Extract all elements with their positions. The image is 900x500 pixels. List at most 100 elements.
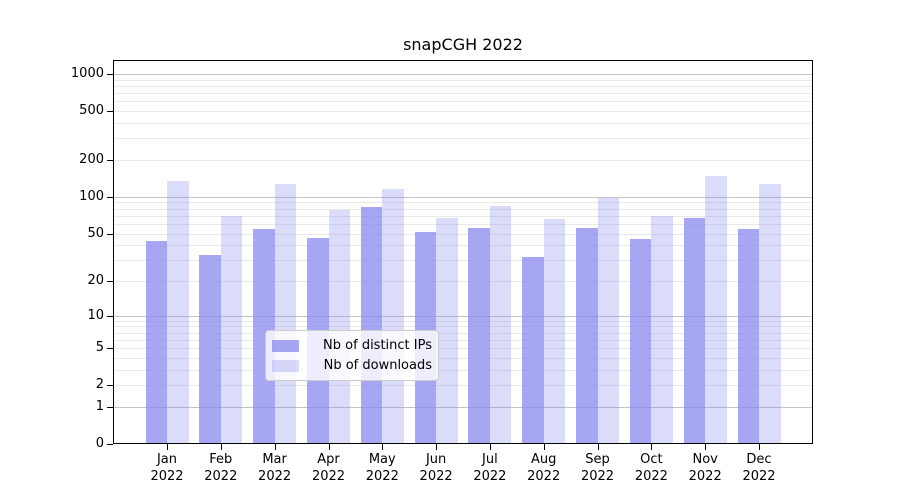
bar-downloads-sep	[597, 197, 619, 444]
y-tick-label: 100	[79, 188, 104, 204]
y-tick-label: 200	[79, 152, 104, 167]
gridline-minor	[113, 111, 813, 113]
x-axis-tick	[597, 444, 599, 450]
gridline-minor	[113, 339, 813, 341]
gridline-minor	[113, 385, 813, 387]
x-axis-tick	[274, 444, 276, 450]
y-axis-tick	[107, 196, 113, 198]
gridline-minor	[113, 223, 813, 225]
gridline-minor	[113, 215, 813, 217]
gridline-minor	[113, 326, 813, 328]
y-tick-label: 1	[95, 398, 104, 414]
gridline-minor	[113, 245, 813, 247]
gridline-minor	[113, 79, 813, 81]
gridline-minor	[113, 320, 813, 322]
y-tick-label: 1000	[70, 66, 104, 81]
bar-downloads-jan	[167, 180, 189, 444]
y-axis-tick	[107, 160, 113, 161]
x-tick-label-may: May 2022	[365, 452, 399, 484]
x-tick-label-aug: Aug 2022	[527, 452, 561, 484]
x-tick-label-jun: Jun 2022	[419, 452, 453, 484]
bar-downloads-dec	[759, 183, 781, 444]
x-axis-tick	[705, 444, 707, 450]
gridline-minor	[113, 93, 813, 95]
bar-downloads-jun	[436, 218, 458, 444]
x-tick-label-oct: Oct 2022	[634, 452, 668, 484]
x-tick-label-jan: Jan 2022	[150, 452, 184, 484]
bar-distinct-ips-nov	[683, 218, 706, 444]
gridline-minor	[113, 160, 813, 161]
gridline-minor	[113, 369, 813, 371]
x-axis-tick	[382, 444, 384, 450]
legend-label-distinct-ips: Nb of distinct IPs	[323, 338, 432, 353]
gridline-minor	[113, 101, 813, 103]
x-tick-label-dec: Dec 2022	[742, 452, 776, 484]
y-tick-label: 10	[87, 307, 104, 323]
x-axis-tick	[436, 444, 438, 450]
bar-downloads-jul	[489, 205, 512, 444]
bar-distinct-ips-may	[360, 207, 383, 444]
gridline-minor	[113, 208, 813, 210]
y-tick-label: 500	[79, 103, 104, 119]
gridline-major	[113, 315, 813, 317]
gridline-minor	[113, 281, 813, 282]
legend-swatch-downloads	[272, 359, 299, 372]
bar-downloads-may	[382, 189, 404, 444]
y-axis-tick	[107, 406, 113, 408]
y-axis-tick	[107, 444, 113, 445]
x-tick-label-nov: Nov 2022	[688, 452, 722, 484]
y-axis-tick	[107, 74, 113, 75]
y-axis-tick	[107, 111, 113, 113]
x-tick-label-feb: Feb 2022	[204, 452, 238, 484]
plot-area	[113, 60, 813, 444]
gridline-major	[113, 196, 813, 198]
gridline-minor	[113, 332, 813, 334]
bar-downloads-mar	[274, 184, 297, 444]
legend-item-downloads: Nb of downloads	[272, 357, 432, 374]
legend-swatch-distinct-ips	[272, 339, 299, 352]
gridline-minor	[113, 357, 813, 359]
legend-item-distinct-ips: Nb of distinct IPs	[272, 337, 432, 354]
chart-title: snapCGH 2022	[403, 35, 523, 54]
bar-distinct-ips-oct	[629, 239, 652, 444]
gridline-minor	[113, 233, 813, 235]
x-tick-label-mar: Mar 2022	[258, 452, 292, 484]
legend-label-downloads: Nb of downloads	[323, 358, 432, 373]
y-axis-tick	[107, 385, 113, 387]
gridline-major	[113, 406, 813, 408]
bar-downloads-apr	[328, 210, 350, 444]
bar-distinct-ips-jan	[145, 241, 167, 444]
y-tick-label: 0	[95, 436, 104, 451]
gridline-minor	[113, 260, 813, 262]
x-axis-tick	[543, 444, 545, 450]
legend-box: Nb of distinct IPs Nb of downloads	[265, 330, 439, 381]
x-tick-label-apr: Apr 2022	[311, 452, 346, 484]
x-tick-label-jul: Jul 2022	[473, 452, 507, 484]
bar-distinct-ips-dec	[737, 229, 759, 444]
x-axis-tick	[167, 444, 168, 450]
x-axis-tick	[328, 444, 330, 450]
gridline-minor	[113, 202, 813, 204]
gridline-major	[113, 74, 813, 75]
y-axis-tick	[107, 233, 113, 235]
gridline-minor	[113, 123, 813, 124]
x-axis-tick	[651, 444, 653, 450]
bar-distinct-ips-feb	[199, 255, 221, 444]
gridline-minor	[113, 86, 813, 87]
gridline-minor	[113, 138, 813, 140]
y-axis-tick	[107, 281, 113, 282]
bar-downloads-feb	[220, 215, 243, 444]
bar-downloads-aug	[543, 218, 566, 444]
x-axis-tick	[220, 444, 222, 450]
y-tick-label: 50	[87, 225, 104, 241]
bar-distinct-ips-jul	[468, 228, 490, 444]
bar-distinct-ips-aug	[522, 256, 544, 444]
bar-downloads-nov	[705, 176, 727, 444]
y-tick-label: 5	[95, 340, 104, 356]
x-axis-tick	[489, 444, 491, 450]
x-axis-tick	[759, 444, 760, 450]
bar-distinct-ips-sep	[576, 227, 598, 444]
gridline-minor	[113, 348, 813, 350]
y-tick-label: 20	[87, 273, 104, 288]
